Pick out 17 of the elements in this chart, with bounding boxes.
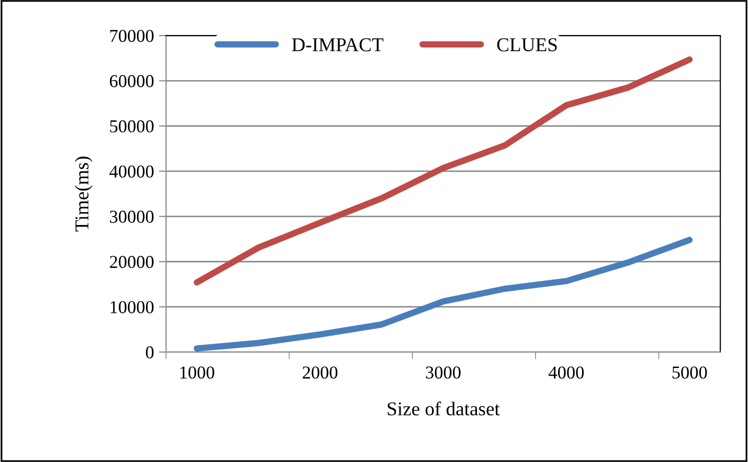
y-tick-label: 70000 xyxy=(110,30,154,42)
x-tick-label: 3000 xyxy=(426,366,461,379)
y-axis-title: Time(ms) xyxy=(74,156,92,232)
x-tick-label: 1000 xyxy=(180,366,214,379)
y-tick-label: 40000 xyxy=(109,165,154,178)
x-axis-title: Size of dataset xyxy=(388,402,500,416)
legend-label: CLUES xyxy=(497,38,557,52)
y-tick-label: 20000 xyxy=(110,256,154,268)
legend-label: D-IMPACT xyxy=(292,38,384,52)
y-tick-label: 50000 xyxy=(110,120,154,132)
y-tick-label: 30000 xyxy=(110,210,154,223)
y-tick-label: 60000 xyxy=(110,75,154,88)
y-tick-label: 10000 xyxy=(110,301,154,314)
x-tick-label: 2000 xyxy=(302,366,338,379)
x-tick-label: 4000 xyxy=(548,366,584,379)
y-tick-label: 0 xyxy=(146,346,154,358)
x-tick-label: 5000 xyxy=(672,366,707,379)
